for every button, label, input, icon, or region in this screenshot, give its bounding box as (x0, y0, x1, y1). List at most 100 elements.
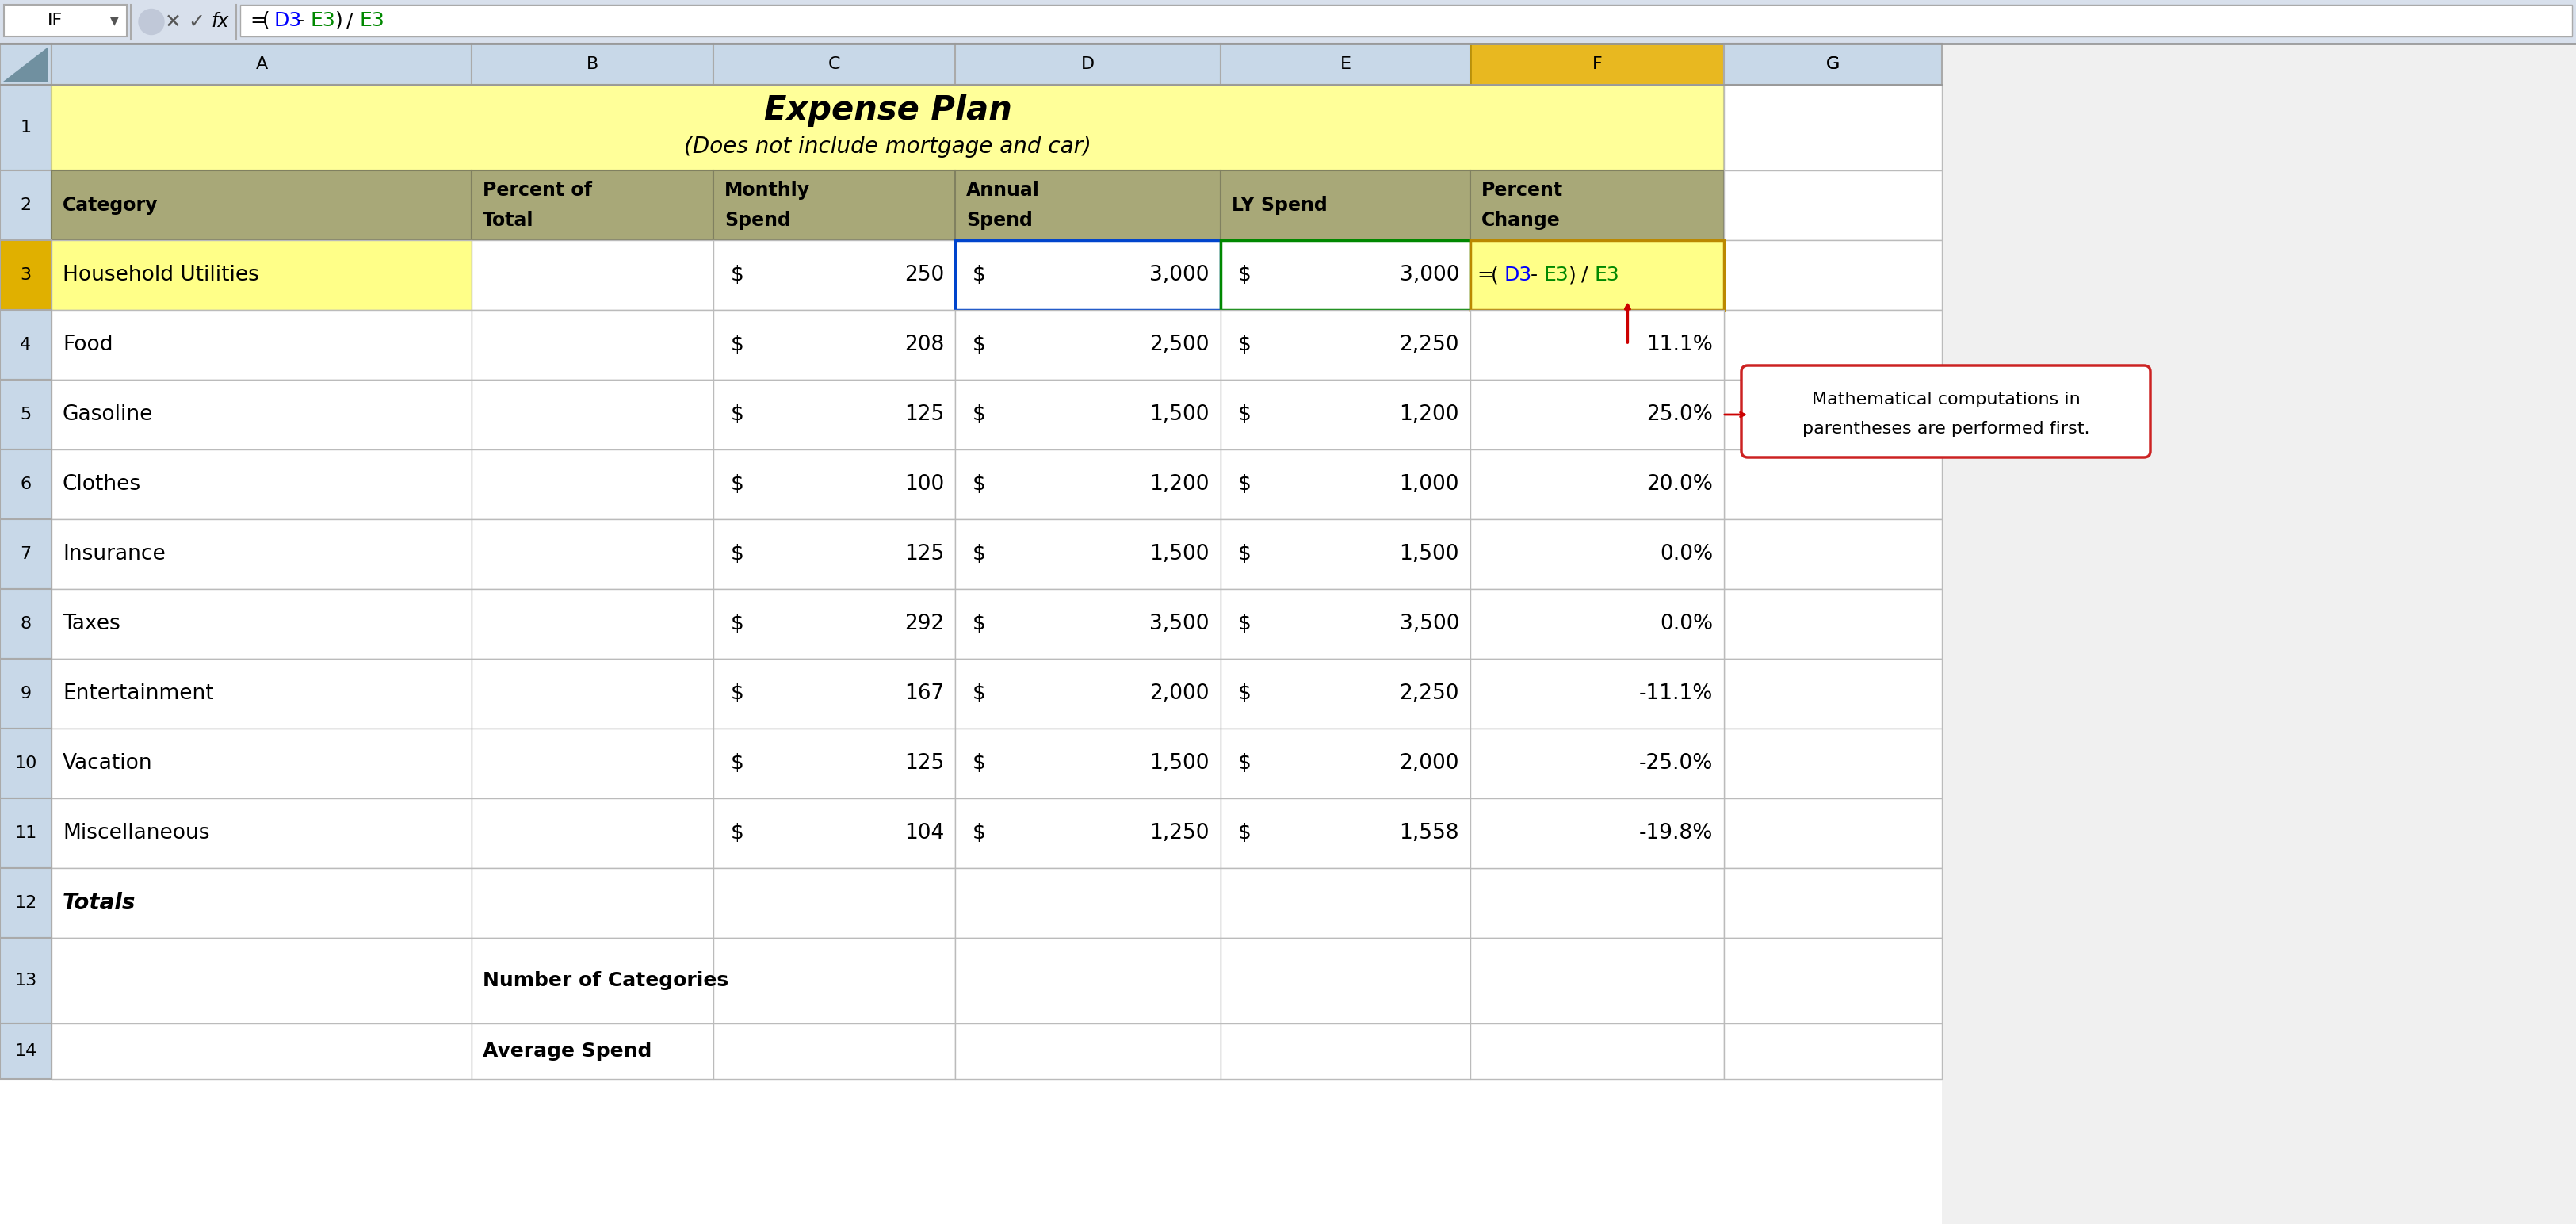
Bar (714, 589, 956, 659)
Bar (1221, 798, 1471, 868)
Bar (0, 798, 52, 868)
Bar (52, 659, 471, 728)
Text: 208: 208 (904, 334, 943, 355)
Text: Spend: Spend (724, 212, 791, 230)
Circle shape (139, 9, 165, 34)
Bar (1471, 589, 1723, 659)
Text: $: $ (732, 264, 744, 285)
Text: 125: 125 (904, 753, 943, 774)
Bar (471, 798, 714, 868)
Text: =: = (250, 11, 265, 31)
Bar (714, 379, 956, 449)
Bar (52, 240, 471, 310)
Text: 13: 13 (15, 973, 36, 989)
Bar (1221, 728, 1471, 798)
Bar (0, 449, 52, 519)
Text: $: $ (732, 823, 744, 843)
Bar (1471, 449, 1723, 519)
Text: E3: E3 (1543, 266, 1569, 285)
Bar (0, 1023, 52, 1078)
Text: $: $ (1239, 613, 1252, 634)
Text: $: $ (1239, 753, 1252, 774)
Bar (471, 589, 714, 659)
Bar (52, 84, 1723, 170)
Bar (1723, 310, 1942, 379)
Text: $: $ (732, 404, 744, 425)
Bar (471, 728, 714, 798)
Text: Annual: Annual (966, 180, 1041, 200)
Text: 11: 11 (15, 825, 36, 841)
Text: (Does not include mortgage and car): (Does not include mortgage and car) (685, 136, 1092, 158)
Bar (52, 1023, 471, 1078)
Bar (714, 519, 956, 589)
Bar (1723, 1023, 1942, 1078)
Bar (1471, 170, 1723, 240)
Text: Food: Food (62, 334, 113, 355)
Bar (52, 868, 471, 938)
Text: $: $ (732, 474, 744, 494)
Text: F: F (1592, 56, 1602, 72)
Text: 100: 100 (904, 474, 943, 494)
Text: $: $ (974, 264, 987, 285)
Bar (0, 519, 52, 589)
Bar (1723, 449, 1942, 519)
Bar (956, 519, 1221, 589)
Text: $: $ (974, 613, 987, 634)
Text: 2,000: 2,000 (1149, 683, 1211, 704)
Bar (1221, 659, 1471, 728)
Text: Spend: Spend (966, 212, 1033, 230)
Bar (471, 449, 714, 519)
Text: 9: 9 (21, 685, 31, 701)
Bar (1723, 798, 1942, 868)
Bar (471, 170, 714, 240)
Text: -11.1%: -11.1% (1638, 683, 1713, 704)
Bar (1723, 868, 1942, 938)
Text: Household Utilities: Household Utilities (62, 264, 260, 285)
Text: -: - (1530, 266, 1538, 285)
Bar (52, 44, 471, 84)
Bar (1723, 170, 1942, 240)
Text: 1,250: 1,250 (1149, 823, 1211, 843)
Bar (0, 379, 52, 449)
Bar (956, 170, 1221, 240)
Text: $: $ (1239, 543, 1252, 564)
Text: Change: Change (1481, 212, 1561, 230)
Bar (956, 310, 1221, 379)
Text: $: $ (732, 543, 744, 564)
Text: 2,500: 2,500 (1149, 334, 1211, 355)
Text: =: = (1476, 266, 1494, 285)
Text: 5: 5 (21, 406, 31, 422)
Text: $: $ (732, 613, 744, 634)
Text: 6: 6 (21, 476, 31, 492)
Text: $: $ (974, 404, 987, 425)
Bar (1471, 798, 1723, 868)
Text: Totals: Totals (62, 892, 137, 914)
Text: $: $ (974, 683, 987, 704)
Bar (1471, 728, 1723, 798)
Text: 4: 4 (21, 337, 31, 353)
Bar (1221, 449, 1471, 519)
Text: -25.0%: -25.0% (1638, 753, 1713, 774)
Text: 2,000: 2,000 (1399, 753, 1458, 774)
Text: LY Spend: LY Spend (1231, 196, 1327, 215)
Text: (: ( (1492, 266, 1499, 285)
Text: Gasoline: Gasoline (62, 404, 155, 425)
Bar (52, 449, 471, 519)
Bar (52, 589, 471, 659)
Bar (471, 310, 714, 379)
Text: 125: 125 (904, 543, 943, 564)
Bar (1471, 1023, 1723, 1078)
Text: Average Spend: Average Spend (482, 1042, 652, 1061)
Text: E: E (1340, 56, 1350, 72)
Text: 1,500: 1,500 (1149, 543, 1211, 564)
Text: 14: 14 (15, 1043, 36, 1059)
Bar (0, 84, 52, 170)
Bar (1221, 589, 1471, 659)
Bar (1221, 1023, 1471, 1078)
Text: Clothes: Clothes (62, 474, 142, 494)
Text: 3,000: 3,000 (1399, 264, 1458, 285)
Bar (714, 938, 956, 1023)
Text: -: - (296, 11, 304, 31)
Text: Expense Plan: Expense Plan (762, 94, 1012, 127)
Text: ): ) (1569, 266, 1577, 285)
